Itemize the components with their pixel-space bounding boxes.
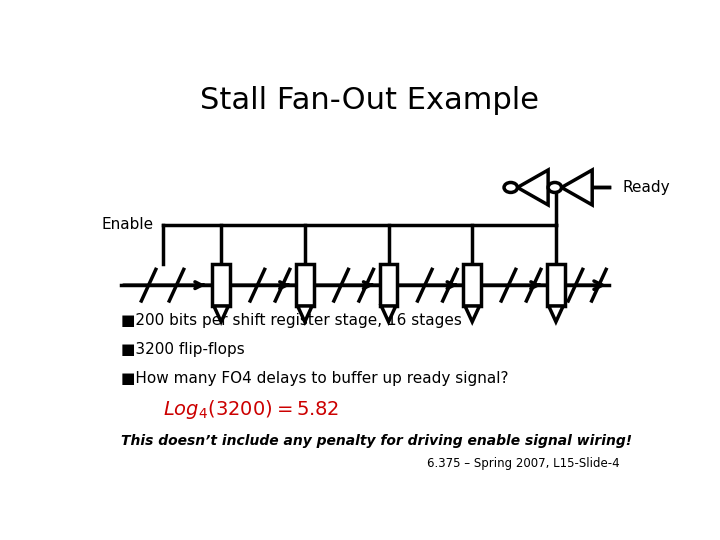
Text: ■3200 flip-flops: ■3200 flip-flops xyxy=(121,342,245,357)
Circle shape xyxy=(504,183,518,192)
Bar xyxy=(547,265,565,306)
Text: Ready: Ready xyxy=(623,180,670,195)
Polygon shape xyxy=(297,306,312,322)
Text: ■200 bits per shift register stage, 16 stages: ■200 bits per shift register stage, 16 s… xyxy=(121,313,462,328)
Bar xyxy=(379,265,397,306)
Text: Enable: Enable xyxy=(101,217,153,232)
Polygon shape xyxy=(549,306,563,322)
Text: Stall Fan-Out Example: Stall Fan-Out Example xyxy=(199,85,539,114)
Polygon shape xyxy=(465,306,480,322)
Bar xyxy=(463,265,481,306)
Polygon shape xyxy=(518,170,548,205)
Bar xyxy=(296,265,314,306)
Polygon shape xyxy=(562,170,593,205)
Bar xyxy=(212,265,230,306)
Polygon shape xyxy=(214,306,228,322)
Circle shape xyxy=(548,183,562,192)
Text: 6.375 – Spring 2007, L15-Slide-4: 6.375 – Spring 2007, L15-Slide-4 xyxy=(428,457,620,470)
Polygon shape xyxy=(382,306,396,322)
Text: ■How many FO4 delays to buffer up ready signal?: ■How many FO4 delays to buffer up ready … xyxy=(121,371,508,386)
Text: This doesn’t include any penalty for driving enable signal wiring!: This doesn’t include any penalty for dri… xyxy=(121,434,632,448)
Text: $\mathit{Log}_{4}(3200) = 5.82$: $\mathit{Log}_{4}(3200) = 5.82$ xyxy=(163,399,338,421)
